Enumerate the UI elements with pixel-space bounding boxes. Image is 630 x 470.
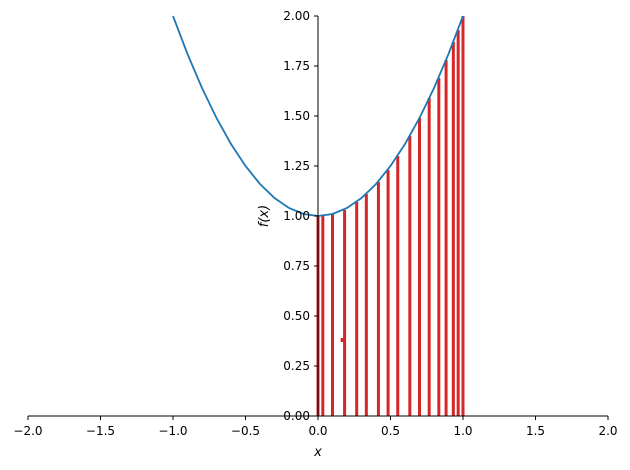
stray-mark [340,338,344,342]
y-tick-label: 2.00 [283,9,310,23]
y-tick-label: 1.25 [283,159,310,173]
y-ticks: 0.00 0.25 0.50 0.75 1.00 1.25 1.50 1.75 2.00 [283,9,318,423]
y-tick-label: 0.00 [283,409,310,423]
x-tick-label: −1.5 [86,424,115,438]
x-tick-label: 0.5 [381,424,400,438]
y-tick-label: 0.75 [283,259,310,273]
marks-layer [340,338,344,342]
y-tick-label: 1.75 [283,59,310,73]
x-tick-label: 1.5 [526,424,545,438]
y-tick-label: 1.50 [283,109,310,123]
x-tick-label: 0.0 [308,424,327,438]
x-tick-label: −2.0 [13,424,42,438]
x-tick-label: −0.5 [231,424,260,438]
bars-layer [316,16,465,416]
x-ticks: −2.0 −1.5 −1.0 −0.5 0.0 0.5 1.0 1.5 2.0 [13,416,618,438]
y-tick-label: 1.00 [283,209,310,223]
x-tick-label: 2.0 [598,424,617,438]
y-tick-label: 0.50 [283,309,310,323]
y-axis-label: f(x) [257,205,272,227]
x-tick-label: −1.0 [158,424,187,438]
x-tick-label: 1.0 [453,424,472,438]
y-tick-label: 0.25 [283,359,310,373]
x-axis-label: x [313,445,322,460]
